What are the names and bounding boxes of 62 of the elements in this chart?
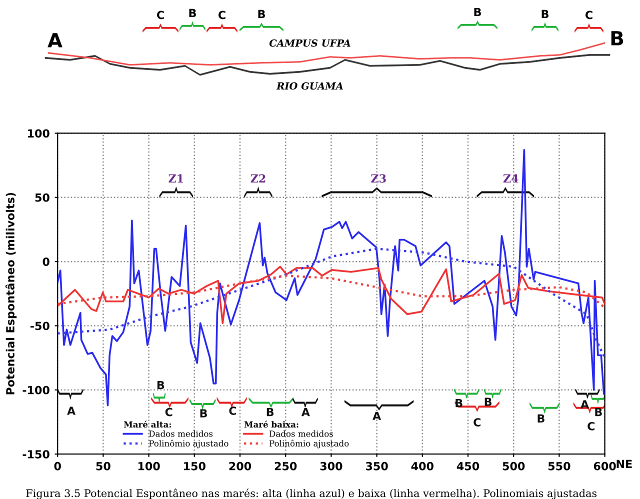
x-tick-label: 100 [138, 462, 160, 470]
annotation: A [580, 400, 589, 408]
y-tick-label: -100 [22, 386, 50, 394]
x-tick-label: 300 [320, 462, 342, 470]
line-series [58, 274, 605, 309]
legend-label: Dados medidos [149, 430, 213, 437]
annotation: B [266, 408, 274, 416]
text: A [48, 33, 62, 48]
annotation: C [229, 406, 236, 415]
legend-label: Dados medidos [269, 430, 333, 437]
line-series [58, 248, 605, 359]
text: CAMPUS UFPA [269, 39, 350, 47]
annotation: C [588, 422, 594, 430]
text: B [542, 10, 548, 18]
annotation: A [372, 412, 382, 420]
text: B [611, 31, 624, 46]
text: B [189, 8, 196, 18]
line-series [58, 266, 605, 324]
annotation: Z4 [503, 174, 518, 182]
text: C [156, 10, 164, 20]
annotation: C [474, 418, 480, 427]
y-tick-label: -150 [22, 450, 50, 458]
text: Figura 3.5 Potencial Espontâneo nas marés: alta (linha azul) e baixa (linha vermelha). Polinomiais ajustadas [26, 488, 597, 499]
y-tick-label: 50 [35, 193, 50, 202]
annotation: B [456, 399, 462, 408]
annotation: Maré alta: [124, 420, 171, 428]
annotation: B [484, 398, 492, 406]
x-tick-label: 250 [274, 462, 297, 470]
text: RIO GUAMA [276, 82, 343, 90]
annotation: C [165, 408, 172, 416]
x-tick-label: 150 [184, 462, 206, 470]
x-tick-label: 0 [54, 462, 61, 470]
annotation: Z3 [371, 174, 386, 183]
x-tick-label: 450 [456, 462, 480, 470]
x-tick-label: 50 [96, 462, 110, 470]
text: B [474, 8, 481, 16]
y-tick-label: 100 [28, 129, 50, 138]
annotation: A [301, 408, 310, 416]
annotation: A [67, 406, 76, 415]
annotation: B [595, 408, 602, 416]
x-tick-label: 500 [502, 462, 525, 470]
legend-label: Polinômio ajustado [269, 440, 349, 448]
line-series [58, 149, 605, 406]
y-tick-label: -50 [30, 322, 50, 330]
text: B [258, 10, 265, 18]
annotation: B [200, 409, 207, 418]
x-tick-label: 400 [411, 462, 434, 470]
x-tick-label: 200 [229, 462, 252, 470]
x-tick-label: 600 [594, 462, 616, 470]
x-tick-label: 550 [548, 462, 570, 470]
annotation: Z2 [250, 174, 266, 182]
annotation: Z1 [168, 174, 183, 182]
annotation: B [157, 381, 164, 390]
text: C [585, 10, 592, 20]
y-tick-label: 0 [42, 258, 50, 266]
x-axis-title: NE [616, 460, 632, 468]
x-tick-label: 350 [366, 462, 388, 470]
annotation: B [538, 414, 544, 423]
legend-label: Polinômio ajustado [149, 440, 228, 448]
text: C [218, 10, 226, 20]
y-axis-title: Potencial Espontâneo (milivolts) [5, 192, 17, 394]
annotation: Maré baixa: [244, 420, 298, 428]
